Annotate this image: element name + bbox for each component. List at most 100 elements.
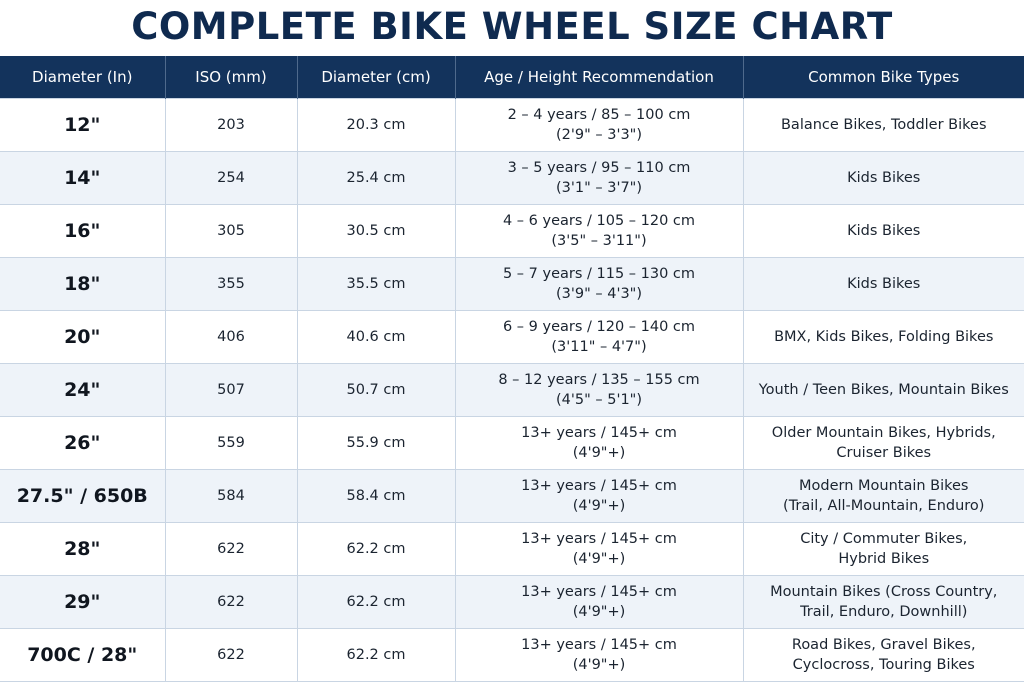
recommendation-cell: 13+ years / 145+ cm (4'9"+) [454, 416, 743, 470]
wheel-size-cell: 26" [0, 416, 165, 470]
recommendation-age: 13+ years / 145+ cm [521, 531, 677, 547]
recommendation-age: 13+ years / 145+ cm [521, 637, 677, 653]
recommendation-age: 13+ years / 145+ cm [521, 584, 677, 600]
diameter-cm-cell: 25.4 cm [296, 151, 455, 205]
diameter-cm-cell: 35.5 cm [296, 257, 455, 311]
recommendation-cell: 2 – 4 years / 85 – 100 cm (2'9" – 3'3") [454, 98, 743, 152]
diameter-cm-cell: 30.5 cm [296, 204, 455, 258]
bike-types-line: Trail, Enduro, Downhill) [800, 604, 968, 620]
diameter-cm-cell: 55.9 cm [296, 416, 455, 470]
recommendation-height: (4'9"+) [572, 657, 626, 673]
iso-cell: 622 [164, 575, 297, 629]
recommendation-cell: 6 – 9 years / 120 – 140 cm (3'11" – 4'7") [454, 310, 743, 364]
bike-types-line: Cyclocross, Touring Bikes [792, 657, 975, 673]
wheel-size-cell: 20" [0, 310, 165, 364]
wheel-size-cell: 24" [0, 363, 165, 417]
wheel-size-cell: 16" [0, 204, 165, 258]
column-header-diameter-cm: Diameter (cm) [296, 56, 455, 99]
iso-cell: 254 [164, 151, 297, 205]
recommendation-cell: 13+ years / 145+ cm (4'9"+) [454, 628, 743, 682]
bike-types-line: Balance Bikes, Toddler Bikes [780, 117, 987, 133]
bike-types-cell: Road Bikes, Gravel Bikes, Cyclocross, Tou… [742, 628, 1024, 682]
recommendation-height: (4'5" – 5'1") [556, 392, 642, 408]
recommendation-height: (3'1" – 3'7") [556, 180, 642, 196]
diameter-cm-cell: 50.7 cm [296, 363, 455, 417]
diameter-cm-cell: 62.2 cm [296, 522, 455, 576]
bike-types-cell: Older Mountain Bikes, Hybrids, Cruiser Bi… [742, 416, 1024, 470]
table-header-row: Diameter (In) ISO (mm) Diameter (cm) Age… [0, 56, 1024, 99]
recommendation-age: 8 – 12 years / 135 – 155 cm [498, 372, 700, 388]
bike-types-line: City / Commuter Bikes, [800, 531, 968, 547]
wheel-size-table: Diameter (In) ISO (mm) Diameter (cm) Age… [0, 56, 1024, 682]
recommendation-cell: 5 – 7 years / 115 – 130 cm (3'9" – 4'3") [454, 257, 743, 311]
bike-types-line: Mountain Bikes (Cross Country, [770, 584, 998, 600]
wheel-size-cell: 700C / 28" [0, 628, 165, 682]
recommendation-age: 3 – 5 years / 95 – 110 cm [507, 160, 691, 176]
column-header-recommendation: Age / Height Recommendation [454, 56, 743, 99]
bike-types-line: Modern Mountain Bikes [798, 478, 969, 494]
recommendation-height: (4'9"+) [572, 445, 626, 461]
table-row: 18" 355 35.5 cm 5 – 7 years / 115 – 130 cm (… [0, 257, 1024, 311]
iso-cell: 305 [164, 204, 297, 258]
column-header-bike-types: Common Bike Types [742, 56, 1024, 99]
recommendation-cell: 13+ years / 145+ cm (4'9"+) [454, 469, 743, 523]
bike-types-cell: Mountain Bikes (Cross Country, Trail, End… [742, 575, 1024, 629]
wheel-size-cell: 29" [0, 575, 165, 629]
recommendation-height: (4'9"+) [572, 551, 626, 567]
recommendation-height: (4'9"+) [572, 604, 626, 620]
page-title: COMPLETE BIKE WHEEL SIZE CHART [131, 5, 893, 48]
recommendation-height: (3'5" – 3'11") [551, 233, 647, 249]
recommendation-height: (4'9"+) [572, 498, 626, 514]
diameter-cm-cell: 40.6 cm [296, 310, 455, 364]
bike-types-line: (Trail, All-Mountain, Enduro) [783, 498, 985, 514]
bike-types-line: Hybrid Bikes [838, 551, 930, 567]
bike-types-cell: Kids Bikes [742, 204, 1024, 258]
table-row: 28" 622 62.2 cm 13+ years / 145+ cm (4'9"+) C… [0, 522, 1024, 576]
table-row: 29" 622 62.2 cm 13+ years / 145+ cm (4'9"+) M… [0, 575, 1024, 629]
bike-types-line: Older Mountain Bikes, Hybrids, [771, 425, 996, 441]
table-row: 700C / 28" 622 62.2 cm 13+ years / 145+ cm (… [0, 628, 1024, 682]
iso-cell: 622 [164, 522, 297, 576]
diameter-cm-cell: 62.2 cm [296, 628, 455, 682]
wheel-size-cell: 27.5" / 650B [0, 469, 165, 523]
recommendation-cell: 13+ years / 145+ cm (4'9"+) [454, 522, 743, 576]
recommendation-height: (2'9" – 3'3") [556, 127, 642, 143]
recommendation-cell: 4 – 6 years / 105 – 120 cm (3'5" – 3'11") [454, 204, 743, 258]
wheel-size-cell: 18" [0, 257, 165, 311]
bike-types-cell: Kids Bikes [742, 257, 1024, 311]
bike-types-cell: Youth / Teen Bikes, Mountain Bikes [742, 363, 1024, 417]
recommendation-age: 4 – 6 years / 105 – 120 cm [502, 213, 696, 229]
bike-types-cell: Modern Mountain Bikes (Trail, All-Mountai… [742, 469, 1024, 523]
recommendation-age: 13+ years / 145+ cm [521, 478, 677, 494]
bike-types-cell: Kids Bikes [742, 151, 1024, 205]
recommendation-age: 2 – 4 years / 85 – 100 cm [507, 107, 691, 123]
iso-cell: 406 [164, 310, 297, 364]
table-row: 26" 559 55.9 cm 13+ years / 145+ cm (4'9"+) O… [0, 416, 1024, 470]
iso-cell: 622 [164, 628, 297, 682]
iso-cell: 584 [164, 469, 297, 523]
bike-types-line: Kids Bikes [847, 223, 921, 239]
recommendation-cell: 3 – 5 years / 95 – 110 cm (3'1" – 3'7") [454, 151, 743, 205]
recommendation-cell: 8 – 12 years / 135 – 155 cm (4'5" – 5'1") [454, 363, 743, 417]
column-header-diameter-in: Diameter (In) [0, 56, 165, 99]
table-row: 16" 305 30.5 cm 4 – 6 years / 105 – 120 cm (… [0, 204, 1024, 258]
recommendation-height: (3'11" – 4'7") [551, 339, 647, 355]
bike-types-cell: BMX, Kids Bikes, Folding Bikes [742, 310, 1024, 364]
recommendation-age: 13+ years / 145+ cm [521, 425, 677, 441]
iso-cell: 507 [164, 363, 297, 417]
table-row: 20" 406 40.6 cm 6 – 9 years / 120 – 140 cm (… [0, 310, 1024, 364]
table-row: 12" 203 20.3 cm 2 – 4 years / 85 – 100 cm (2… [0, 98, 1024, 152]
recommendation-age: 6 – 9 years / 120 – 140 cm [502, 319, 696, 335]
wheel-size-cell: 12" [0, 98, 165, 152]
recommendation-cell: 13+ years / 145+ cm (4'9"+) [454, 575, 743, 629]
iso-cell: 355 [164, 257, 297, 311]
bike-types-line: Cruiser Bikes [836, 445, 932, 461]
column-header-iso: ISO (mm) [164, 56, 297, 99]
bike-types-cell: Balance Bikes, Toddler Bikes [742, 98, 1024, 152]
table-row: 24" 507 50.7 cm 8 – 12 years / 135 – 155 cm… [0, 363, 1024, 417]
bike-types-line: Kids Bikes [847, 276, 921, 292]
iso-cell: 559 [164, 416, 297, 470]
iso-cell: 203 [164, 98, 297, 152]
table-row: 27.5" / 650B 584 58.4 cm 13+ years / 145+ c… [0, 469, 1024, 523]
diameter-cm-cell: 20.3 cm [296, 98, 455, 152]
